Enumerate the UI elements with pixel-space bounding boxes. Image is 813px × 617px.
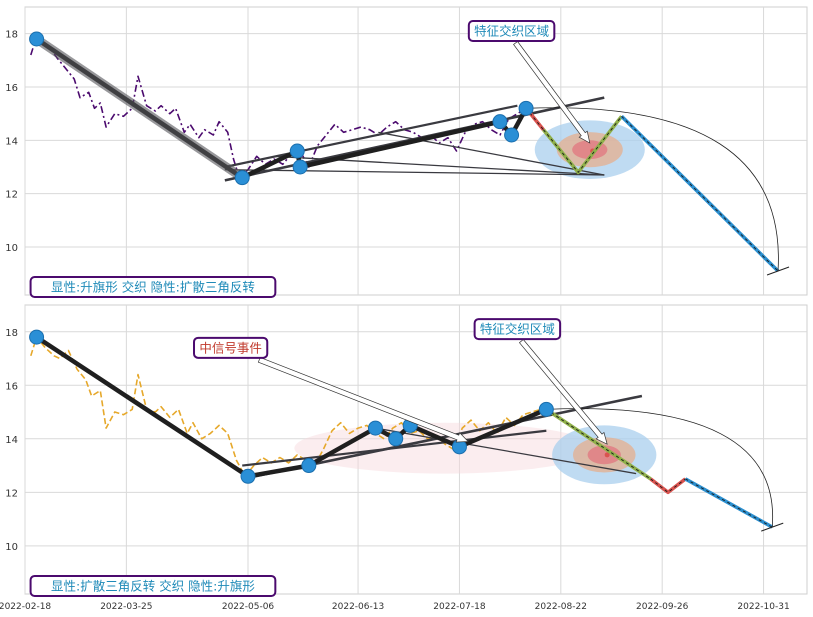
target-zone-inner: [587, 445, 621, 465]
x-tick-label: 2022-09-26: [636, 602, 689, 612]
pivot-marker: [504, 127, 520, 143]
y-tick-label: 12: [5, 190, 18, 201]
y-tick-label: 16: [5, 381, 18, 392]
x-tick-label: 2022-05-06: [222, 602, 275, 612]
y-tick-label: 18: [5, 328, 18, 339]
y-tick-label: 16: [5, 83, 18, 94]
pivot-marker: [367, 420, 383, 436]
annotation-label: 中信号事件: [199, 340, 262, 355]
pivot-marker: [292, 159, 308, 175]
forecast-segment-core: [621, 115, 779, 272]
y-tick-label: 10: [5, 542, 18, 553]
annotation-label: 特征交织区域: [474, 24, 549, 39]
projection-end-tick: [766, 266, 790, 276]
trendline: [375, 427, 637, 475]
y-tick-label: 14: [5, 136, 18, 147]
pivot-marker: [301, 458, 317, 474]
annotation-arrow: [257, 357, 469, 443]
event-zone: [294, 422, 596, 474]
pivot-zigzag-shadow: [34, 35, 245, 182]
price-line: [30, 35, 527, 179]
pivot-marker: [538, 401, 554, 417]
pattern-label: 显性:升旗形 交织 隐性:扩散三角反转: [51, 280, 255, 295]
projection-arc: [526, 107, 779, 272]
pivot-zigzag: [35, 335, 548, 479]
forecast-segment-core: [685, 478, 773, 528]
pivot-marker: [234, 170, 250, 186]
pivot-marker: [289, 143, 305, 159]
pattern-label: 显性:扩散三角反转 交织 隐性:升旗形: [51, 578, 255, 593]
panel-2: 10 12 14 16 18 2022-02-18 2022-03-25 2022-05-06…: [0, 304, 808, 612]
projection-end-tick: [761, 522, 784, 532]
plot-area: [24, 6, 808, 296]
forecast-segment-core: [525, 108, 544, 130]
pivot-marker: [518, 100, 534, 116]
x-tick-label: 2022-03-25: [100, 602, 152, 612]
pivot-marker: [240, 468, 256, 484]
projection-arc: [546, 408, 774, 528]
pivot-marker: [29, 31, 45, 47]
annotation-box: [29, 276, 277, 298]
annotation-box: [473, 318, 562, 341]
annotation-box: [193, 336, 269, 359]
trendline: [224, 169, 605, 176]
trendline: [242, 429, 547, 467]
y-tick-label: 12: [5, 488, 18, 499]
y-tick-label: 10: [5, 243, 18, 254]
pivot-marker: [29, 329, 45, 345]
pivot-marker: [492, 114, 508, 130]
y-tick-label: 14: [5, 435, 18, 446]
target-point: [604, 452, 610, 458]
annotation-arrow: [513, 41, 591, 144]
x-tick-label: 2022-06-13: [332, 602, 384, 612]
trendline: [224, 104, 518, 169]
x-tick-label: 2022-10-31: [737, 602, 789, 612]
forecast-segment-core: [546, 409, 651, 480]
annotation-arrow: [518, 338, 608, 445]
x-tick-label: 2022-08-22: [535, 602, 587, 612]
forecast-segment-core: [650, 478, 686, 493]
annotation-label: 特征交织区域: [480, 322, 555, 337]
annotation-box: [467, 20, 556, 42]
y-tick-label: 18: [5, 30, 18, 41]
x-tick-label: 2022-07-18: [433, 602, 486, 612]
annotation-box: [29, 574, 277, 597]
forecast-segment-core: [543, 116, 622, 174]
x-tick-label: 2022-02-18: [0, 602, 51, 612]
pivot-marker: [388, 431, 404, 447]
